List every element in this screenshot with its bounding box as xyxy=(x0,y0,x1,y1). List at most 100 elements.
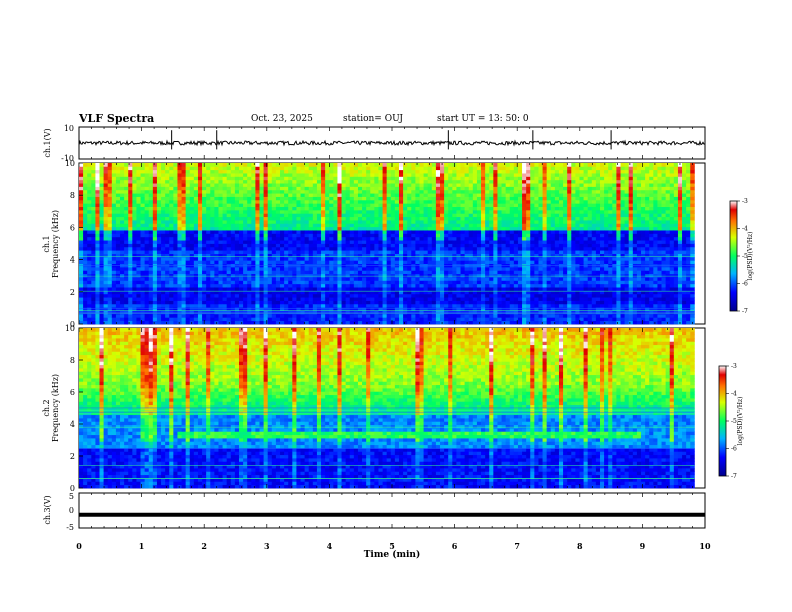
spectrogram-cell xyxy=(452,290,457,295)
spectrogram-cell xyxy=(419,303,424,308)
spectrogram-cell xyxy=(296,250,301,254)
spectrogram-cell xyxy=(497,230,502,234)
spectrogram-cell xyxy=(280,236,285,241)
spectrogram-cell xyxy=(83,209,88,214)
spectrogram-cell xyxy=(193,196,199,201)
spectrogram-cell xyxy=(189,313,195,318)
spectrogram-cell xyxy=(390,179,396,184)
spectrogram-cell xyxy=(148,189,154,194)
spectrogram-cell xyxy=(140,300,146,305)
spectrogram-cell xyxy=(243,193,248,197)
spectrogram-cell xyxy=(124,277,129,281)
spectrogram-cell xyxy=(476,287,482,291)
spectrogram-cell xyxy=(251,169,256,174)
spectrogram-cell xyxy=(456,250,461,254)
spectrogram-cell xyxy=(362,199,367,204)
spectrogram-cell xyxy=(275,300,281,305)
spectrogram-cell xyxy=(407,270,412,275)
spectrogram-cell xyxy=(448,243,453,248)
spectrogram-cell xyxy=(132,169,137,174)
spectrogram-cell xyxy=(292,313,297,318)
spectrogram-cell xyxy=(218,216,223,221)
spectrogram-cell xyxy=(181,260,187,265)
spectrogram-cell xyxy=(349,189,355,194)
spectrogram-cell xyxy=(271,233,277,238)
spectrogram-cell xyxy=(370,186,375,191)
spectrogram-cell xyxy=(124,240,129,244)
spectrogram-cell xyxy=(144,243,150,248)
spectrogram-cell xyxy=(140,293,146,298)
spectrogram-cell xyxy=(456,320,461,325)
spectrogram-cell xyxy=(460,313,466,318)
spectrogram-cell xyxy=(136,206,141,211)
spectrogram-cell xyxy=(403,223,408,228)
spectrogram-cell xyxy=(267,243,273,248)
spectrogram-cell xyxy=(280,273,285,278)
spectrogram-cell xyxy=(140,317,146,322)
spectrogram-cell xyxy=(481,297,486,301)
spectrogram-cell xyxy=(300,246,306,251)
spectrogram-cell xyxy=(452,280,457,285)
spectrogram-cell xyxy=(267,223,273,228)
spectrogram-cell xyxy=(189,169,195,174)
spectrogram-cell xyxy=(357,169,363,174)
spectrogram-cell xyxy=(251,223,256,228)
spectrogram-cell xyxy=(263,307,269,311)
spectrogram-cell xyxy=(398,196,404,201)
spectrogram-cell xyxy=(206,273,211,278)
spectrogram-cell xyxy=(111,163,117,167)
spectrogram-cell xyxy=(431,253,437,258)
spectrogram-cell xyxy=(79,236,84,241)
spectrogram-cell xyxy=(411,300,416,305)
spectrogram-cell xyxy=(312,209,318,214)
spectrogram-cell xyxy=(337,209,342,214)
spectrogram-cell xyxy=(489,220,494,224)
spectrogram-cell xyxy=(197,300,203,305)
spectrogram-cell xyxy=(349,179,355,184)
spectrogram-cell xyxy=(124,186,129,191)
spectrogram-cell xyxy=(464,169,470,174)
spectrogram-cell xyxy=(202,226,207,231)
spectrogram-cell xyxy=(230,320,236,325)
spectrogram-cell xyxy=(304,256,310,261)
spectrogram-cell xyxy=(464,179,470,184)
spectrogram-cell xyxy=(435,273,441,278)
spectrogram-cell xyxy=(464,213,470,218)
spectrogram-cell xyxy=(423,230,429,234)
spectrogram-cell xyxy=(476,266,482,271)
spectrogram-cell xyxy=(152,256,158,261)
spectrogram-cell xyxy=(349,183,355,187)
spectrogram-cell xyxy=(481,320,486,325)
spectrogram-cell xyxy=(197,273,203,278)
spectrogram-cell xyxy=(378,313,383,318)
spectrogram-cell xyxy=(259,317,265,322)
spectrogram-cell xyxy=(140,209,146,214)
spectrogram-cell xyxy=(472,240,478,244)
spectrogram-cell xyxy=(444,297,449,301)
spectrogram-cell xyxy=(423,287,429,291)
spectrogram-cell xyxy=(197,220,203,224)
spectrogram-cell xyxy=(501,260,507,265)
spectrogram-cell xyxy=(415,250,420,254)
spectrogram-cell xyxy=(390,173,396,177)
spectrogram-cell xyxy=(91,226,96,231)
spectrogram-cell xyxy=(99,260,105,265)
spectrogram-cell xyxy=(448,223,453,228)
spectrogram-cell xyxy=(378,253,383,258)
spectrogram-cell xyxy=(353,253,359,258)
spectrogram-cell xyxy=(431,290,437,295)
spectrogram-cell xyxy=(169,256,174,261)
spectrogram-cell xyxy=(292,226,297,231)
spectrogram-cell xyxy=(136,166,141,171)
spectrogram-cell xyxy=(218,307,223,311)
spectrogram-cell xyxy=(489,233,494,238)
spectrogram-cell xyxy=(349,250,355,254)
spectrogram-cell xyxy=(357,266,363,271)
spectrogram-cell xyxy=(148,320,154,325)
spectrogram-cell xyxy=(308,273,314,278)
spectrogram-cell xyxy=(357,290,363,295)
spectrogram-cell xyxy=(140,230,146,234)
spectrogram-cell xyxy=(214,273,219,278)
spectrogram-cell xyxy=(452,183,457,187)
spectrogram-cell xyxy=(165,270,170,275)
